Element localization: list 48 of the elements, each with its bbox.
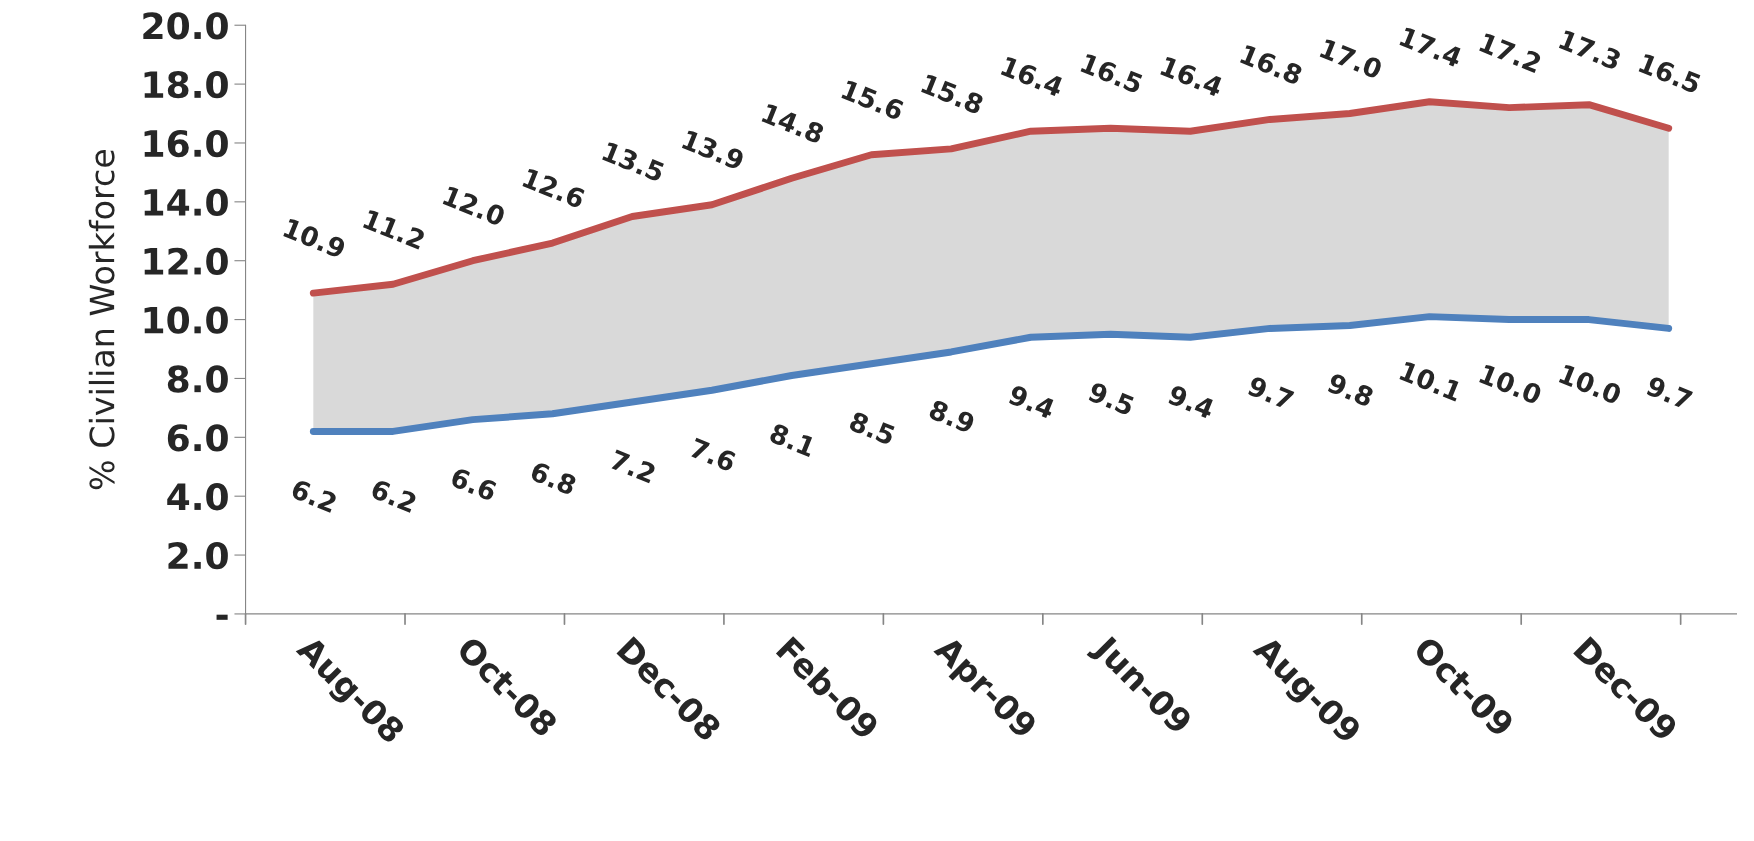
y-tick-label: 20.0: [143, 12, 228, 40]
y-tick-label: 2.0: [168, 541, 228, 570]
data-label: 10.0: [1478, 363, 1543, 406]
data-label: 6.8: [529, 460, 578, 496]
y-tick-label: 16.0: [144, 129, 228, 158]
y-tick-label: 18.0: [144, 71, 228, 99]
data-label: 6.2: [290, 478, 338, 514]
data-label: 13.9: [681, 129, 746, 171]
y-tick-label: -: [216, 614, 228, 620]
data-label: 16.4: [1000, 55, 1065, 98]
data-label: 9.4: [1167, 384, 1216, 420]
data-label: 8.5: [848, 410, 896, 446]
data-label: 9.8: [1326, 372, 1375, 408]
y-tick-label: 8.0: [167, 365, 228, 393]
y-tick-label: 4.0: [167, 483, 228, 511]
data-label: 7.2: [609, 449, 657, 484]
data-label: 6.6: [449, 466, 498, 502]
data-label: 12.6: [522, 167, 586, 210]
y-tick-label: 14.0: [144, 188, 228, 217]
data-label: 9.7: [1645, 375, 1694, 411]
data-label: 8.1: [768, 422, 817, 458]
data-label: 16.5: [1080, 53, 1144, 95]
data-label: 16.5: [1638, 53, 1702, 95]
data-label: 14.8: [761, 103, 825, 145]
data-label: 15.8: [920, 73, 985, 115]
data-label: 12.0: [442, 185, 507, 227]
data-label: 10.0: [1558, 363, 1623, 406]
y-tick-label: 10.0: [144, 306, 228, 334]
y-tick-label: 12.0: [144, 247, 228, 275]
data-label: 17.2: [1479, 32, 1542, 73]
data-label: 8.9: [928, 399, 976, 434]
data-label: 10.9: [283, 217, 347, 259]
data-label: 10.1: [1399, 360, 1463, 402]
data-label: 9.5: [1087, 381, 1136, 417]
data-label: 11.2: [362, 208, 426, 250]
data-label: 17.0: [1319, 38, 1384, 80]
data-label: 9.4: [1007, 384, 1057, 420]
data-label: 17.4: [1399, 26, 1464, 68]
data-label: 16.8: [1239, 44, 1304, 86]
data-label: 6.2: [370, 478, 418, 514]
data-label: 17.3: [1558, 29, 1622, 71]
y-tick-label: 6.0: [167, 424, 228, 452]
data-label: 16.4: [1160, 55, 1224, 98]
data-label: 13.5: [601, 141, 666, 183]
data-label: 9.7: [1246, 375, 1295, 411]
data-label: 7.6: [689, 437, 737, 473]
data-label: 15.6: [841, 79, 905, 121]
y-axis-title: % Civilian Workforce: [88, 149, 115, 490]
